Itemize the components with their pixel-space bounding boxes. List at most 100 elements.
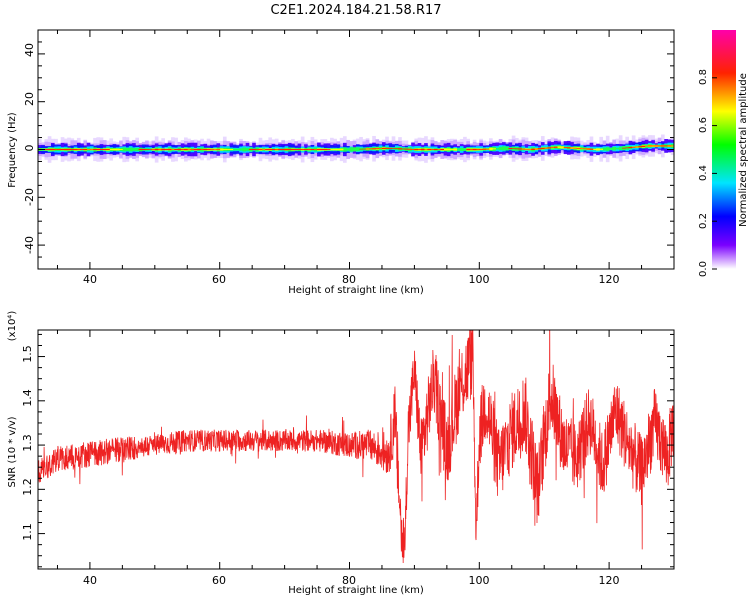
spectrogram-cell (628, 146, 633, 149)
spectrogram-cell (119, 148, 123, 151)
spectrogram-cell (476, 149, 480, 150)
spectrogram-cell (635, 146, 639, 148)
snr-frame (37, 329, 675, 570)
spectrogram-cell (141, 148, 146, 151)
spectrogram-cell (54, 149, 58, 150)
snr-y-tick-1.2: 1.2 (21, 478, 34, 496)
spectrogram-cell (654, 145, 659, 147)
spectrogram-ticks (38, 29, 675, 270)
spectrogram-cell (148, 149, 152, 150)
colorbar-tick-0.0: 0.0 (698, 261, 709, 277)
spectrogram-cell (589, 148, 594, 150)
spectrogram-cell (638, 146, 642, 148)
spectrogram-cell (492, 148, 496, 150)
spectrogram-cell (346, 148, 350, 151)
spectrogram-cell (625, 147, 629, 149)
spectrogram-cell (109, 148, 114, 151)
spectrogram-cell (466, 148, 470, 151)
spectrogram-cell (563, 147, 568, 148)
spectrogram-cell (291, 148, 295, 151)
spectrogram-cell (330, 148, 334, 151)
spectrogram-cell (648, 145, 652, 147)
spectrogram-cell (323, 149, 328, 150)
spectrogram-cell (193, 148, 198, 151)
spectrogram-cell (657, 145, 662, 147)
spectrogram-cell (239, 148, 243, 151)
spectrogram-cell (271, 148, 276, 151)
spectrogram-cell (394, 148, 399, 150)
spectrogram-cell (356, 147, 360, 152)
spectrogram-cell (343, 147, 347, 152)
spectrogram-cell (537, 148, 542, 150)
spectrogram-cell (618, 146, 623, 150)
spectrogram-cell (433, 148, 438, 151)
spectrogram-cell (219, 148, 224, 151)
spectrogram-cell (138, 148, 143, 151)
spectrogram-cell (469, 149, 474, 150)
spectrogram-cell (47, 148, 52, 151)
spectrogram-cell (125, 147, 130, 152)
spectrogram-cell (154, 148, 159, 151)
spectrogram-cell (80, 149, 84, 150)
spectrogram-cell (248, 149, 253, 150)
snr-y-scale-label: (x10⁴) (7, 311, 18, 342)
spectrogram-cell (661, 145, 665, 147)
spectrogram-cell (122, 147, 127, 152)
spectrogram-y-tick-m20: -20 (23, 188, 36, 206)
spectrogram-cell (320, 148, 324, 151)
spectrogram-cell (518, 148, 522, 150)
spectrogram-cell (209, 149, 214, 150)
spectrogram-cell (265, 148, 269, 151)
spectrogram-cell (326, 149, 331, 150)
spectrogram-cell (427, 148, 432, 151)
spectrogram-cell (313, 149, 318, 150)
spectrogram-cell (336, 148, 341, 151)
spectrogram-cell (86, 149, 91, 150)
spectrogram-cell (83, 148, 88, 151)
snr-y-tick-1.4: 1.4 (21, 389, 34, 407)
spectrogram-cell (200, 149, 204, 150)
spectrogram-cell (365, 148, 370, 150)
spectrogram-cell (385, 147, 389, 149)
spectrogram-cell (378, 148, 383, 149)
spectrogram-cell (446, 148, 451, 151)
spectrogram-cell (281, 148, 286, 151)
spectrogram-cell (498, 146, 503, 151)
spectrogram-cell (229, 149, 234, 150)
spectrogram-cell (557, 146, 561, 149)
spectrogram-cell (135, 147, 139, 152)
spectrogram-cell (602, 147, 607, 151)
snr-x-label: Height of straight line (km) (288, 585, 424, 596)
colorbar-tick-0.6: 0.6 (698, 117, 709, 133)
spectrogram-cell (174, 148, 178, 151)
spectrogram-x-label: Height of straight line (km) (288, 285, 424, 296)
spectrogram-cell (544, 147, 548, 149)
spectrogram-y-tick-20: 20 (23, 92, 36, 106)
spectrogram-cell (294, 148, 298, 151)
spectrogram-cell (573, 147, 578, 149)
spectrogram-cell (485, 148, 490, 150)
spectrogram-cell (252, 148, 256, 151)
spectrogram-cell (550, 147, 555, 148)
spectrogram-x-tick-120: 120 (599, 273, 620, 286)
spectrogram-cell (197, 148, 201, 151)
spectrogram-cell (479, 149, 483, 150)
snr-x-tick-80: 80 (342, 574, 356, 587)
spectrogram-cell (482, 148, 487, 150)
spectrogram-cell (527, 149, 532, 150)
spectrogram-cell (352, 147, 357, 152)
spectrogram-cell (579, 148, 584, 149)
colorbar-label: Normalized spectral amplitude (738, 73, 749, 227)
spectrogram-cell (495, 147, 500, 150)
spectrogram-cell (508, 147, 513, 150)
snr-x-tick-100: 100 (469, 574, 490, 587)
spectrogram-panel: 40 60 80 100 120 Height of straight line… (7, 29, 675, 296)
spectrogram-cell (112, 148, 117, 151)
colorbar-tick-0.2: 0.2 (698, 213, 709, 229)
spectrogram-cell (284, 148, 289, 151)
spectrogram-cell (566, 147, 571, 149)
spectrogram-cell (115, 148, 120, 151)
spectrogram-cell (145, 149, 149, 150)
spectrogram-cell (349, 147, 354, 152)
